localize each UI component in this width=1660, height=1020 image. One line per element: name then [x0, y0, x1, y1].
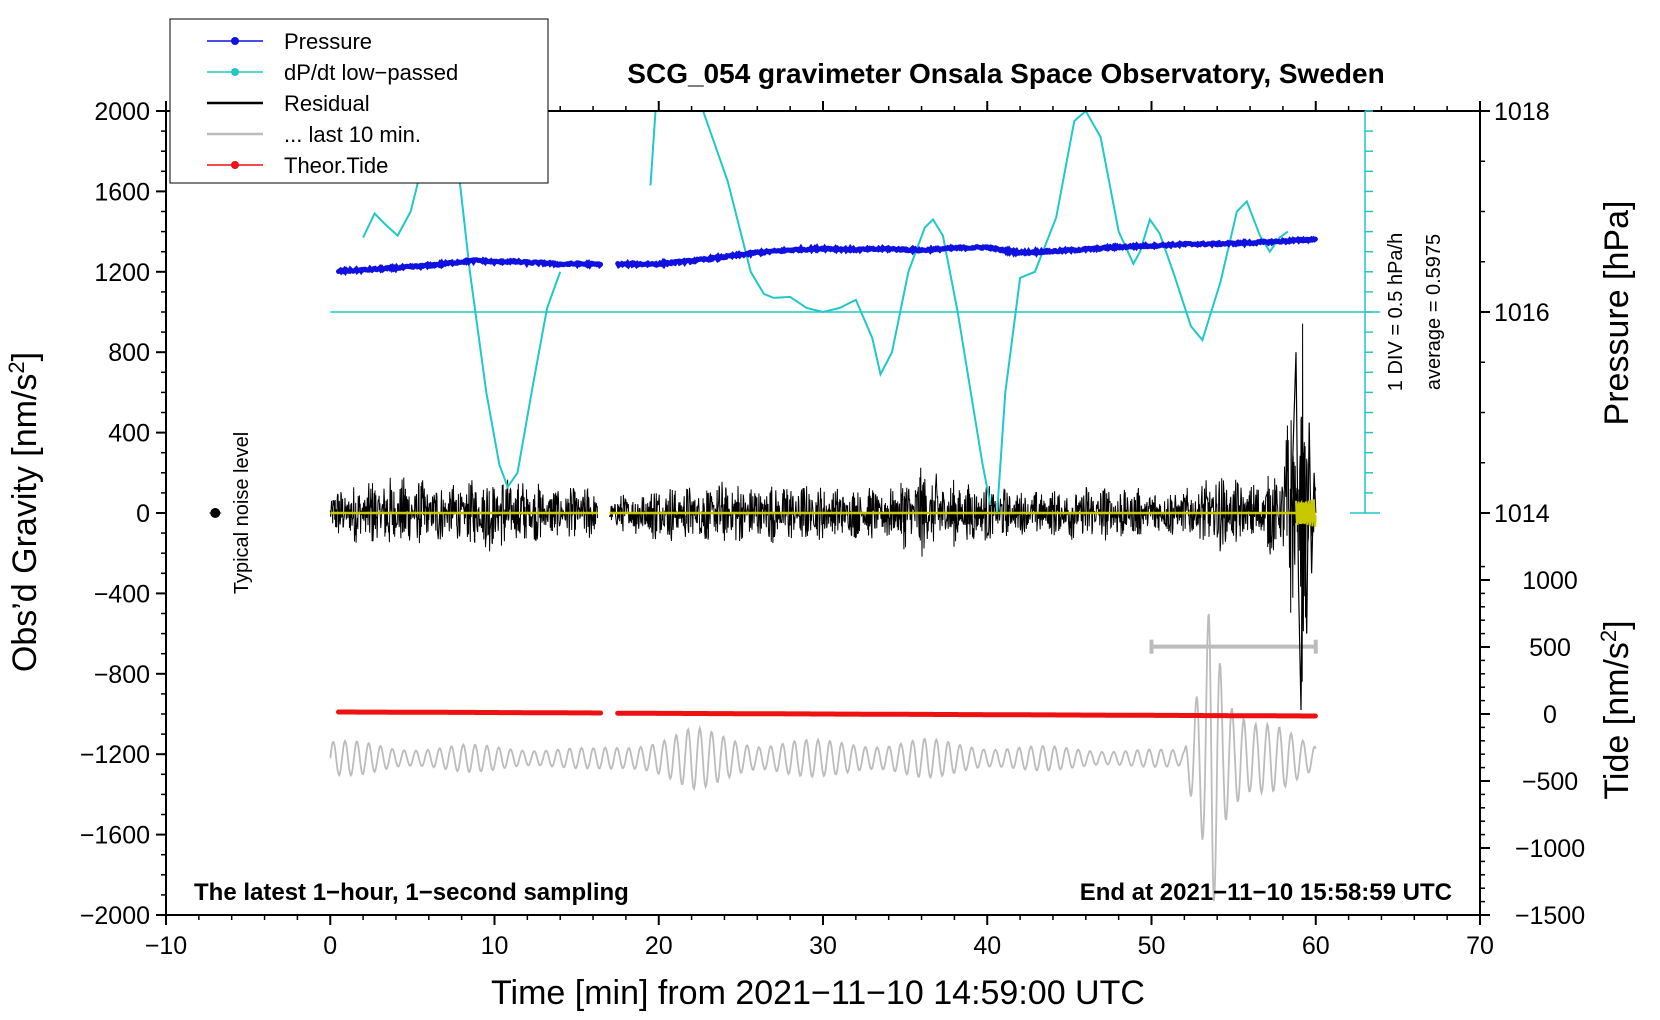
tide-tick-label: 0: [1543, 701, 1557, 729]
legend: Pressure dP/dt low−passed Residual ... last…: [169, 18, 549, 184]
note-end-time: End at 2021−11−10 15:58:59 UTC: [1080, 879, 1452, 906]
noise-level-label: Typical noise level: [231, 432, 253, 594]
x-tick-label: 20: [645, 932, 673, 960]
legend-marker: [231, 161, 239, 169]
axes-layer: −10 0 10 20 30 40 50 60 70 2000 1600 1200 800 400 0 −40…: [80, 98, 1494, 960]
legend-label: Residual: [284, 91, 370, 116]
y-tick-label: 2000: [94, 98, 150, 126]
legend-box: [169, 18, 549, 184]
x-tick-label: 0: [323, 932, 337, 960]
series-tide-line: [615, 710, 1318, 719]
x-tick-label: 70: [1466, 932, 1494, 960]
series-residual-noise: [329, 477, 599, 552]
series-pressure-line: [615, 235, 1318, 270]
noise-level-point: [210, 508, 221, 518]
y-tick-label: 400: [108, 420, 150, 448]
x-tick-label: 60: [1302, 932, 1330, 960]
y-axis-title-main: Obs’d Gravity [nm/s: [6, 374, 44, 673]
series-last-10-min-line: [329, 613, 1317, 902]
series-dpdt-line: [649, 110, 657, 186]
y-tick-label: −2000: [80, 902, 150, 930]
y-tick-label: −400: [94, 580, 150, 608]
y-tick-label: 1200: [94, 259, 150, 287]
tide-tick-label: −1000: [1515, 835, 1585, 863]
series-tide-line: [336, 709, 604, 716]
chart-title: SCG_054 gravimeter Onsala Space Observat…: [627, 58, 1384, 89]
y-axis-title: Obs’d Gravity [nm/s2]: [4, 352, 44, 672]
y-axis-title-close: ]: [6, 352, 44, 361]
series-residual-smoothed-end: [1295, 499, 1317, 527]
right-axes-layer: 1018 1016 1014 1000 500 0 −500 −1000 −1500: [330, 98, 1585, 930]
legend-marker: [231, 68, 239, 76]
legend-label: Pressure: [284, 29, 372, 54]
tide-axis-title: Tide [nm/s2]: [1596, 620, 1636, 799]
series-residual-noise: [609, 323, 1317, 682]
legend-label: ... last 10 min.: [284, 122, 421, 147]
tide-tick-label: −1500: [1515, 902, 1585, 930]
tide-tick-label: −500: [1522, 768, 1578, 796]
pressure-tick-label: 1014: [1494, 500, 1550, 528]
pressure-tick-label: 1016: [1494, 299, 1550, 327]
legend-label: dP/dt low−passed: [284, 60, 458, 85]
dpdt-average-note: average = 0.5975: [1423, 234, 1445, 390]
series-dpdt-line: [702, 110, 992, 506]
legend-marker: [231, 37, 239, 45]
x-tick-label: 10: [481, 932, 509, 960]
series-layer: [209, 109, 1318, 902]
legend-label: Theor.Tide: [284, 153, 388, 178]
tide-axis-title-sup: 2: [1596, 630, 1621, 642]
y-axis-title-sup: 2: [4, 361, 29, 373]
dpdt-division-note: 1 DIV = 0.5 hPa/h: [1385, 233, 1407, 391]
tide-tick-label: 1000: [1522, 567, 1578, 595]
y-tick-label: 1600: [94, 178, 150, 206]
series-dpdt-line: [996, 109, 1289, 514]
tide-axis-title-close: ]: [1598, 620, 1636, 629]
note-sampling: The latest 1−hour, 1−second sampling: [194, 879, 629, 906]
tide-tick-label: 500: [1529, 634, 1571, 662]
x-axis-title: Time [min] from 2021−11−10 14:59:00 UTC: [491, 974, 1145, 1012]
x-tick-label: −10: [145, 932, 187, 960]
tide-axis-title-main: Tide [nm/s: [1598, 642, 1636, 799]
y-tick-label: 0: [136, 500, 150, 528]
y-tick-label: −800: [94, 661, 150, 689]
y-tick-label: −1600: [80, 822, 150, 850]
x-tick-label: 50: [1138, 932, 1166, 960]
y-tick-label: 800: [108, 339, 150, 367]
pressure-tick-label: 1018: [1494, 98, 1550, 126]
x-tick-label: 40: [973, 932, 1001, 960]
y-tick-label: −1200: [80, 741, 150, 769]
x-tick-label: 30: [809, 932, 837, 960]
series-pressure-line: [336, 256, 604, 277]
pressure-axis-title: Pressure [hPa]: [1598, 201, 1636, 426]
